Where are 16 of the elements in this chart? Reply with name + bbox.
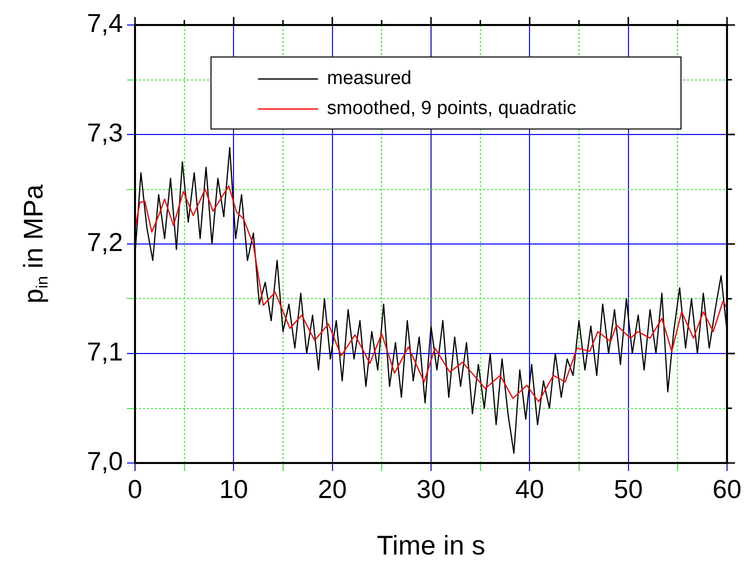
- legend-label: measured: [327, 68, 412, 90]
- x-tick-label: 20: [318, 474, 347, 504]
- x-axis-title: Time in s: [376, 530, 486, 560]
- x-tick-label: 0: [128, 474, 142, 504]
- y-tick-label: 7,0: [86, 446, 123, 476]
- y-tick-label: 7,3: [86, 118, 123, 148]
- x-tick-label: 60: [712, 474, 742, 504]
- legend-label: smoothed, 9 points, quadratic: [327, 98, 576, 120]
- x-tick-label: 30: [416, 474, 446, 504]
- y-tick-label: 7,1: [86, 336, 123, 367]
- x-tick-label: 10: [219, 474, 248, 504]
- x-tick-label: 40: [515, 474, 544, 504]
- y-tick-label: 7,4: [86, 8, 123, 38]
- y-tick-label: 7,2: [86, 227, 123, 258]
- x-tick-label: 50: [614, 474, 643, 504]
- y-axis-title: pin in MPa: [18, 183, 52, 304]
